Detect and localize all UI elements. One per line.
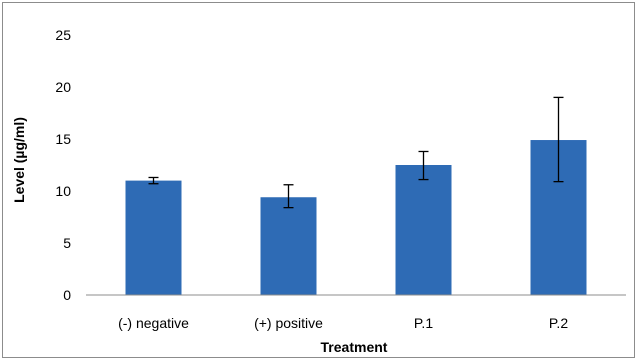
x-tick-label: (+) positive [254, 315, 323, 331]
error-bars-group [148, 96, 564, 209]
x-axis-ticks: (-) negative (+) positive P.1 P.2 [118, 315, 568, 331]
y-tick-label: 0 [63, 287, 71, 303]
y-tick-label: 25 [55, 27, 71, 43]
x-tick-label: P.1 [414, 315, 433, 331]
y-tick-label: 15 [55, 131, 71, 147]
error-bar [553, 96, 564, 183]
bar [260, 197, 317, 295]
bars-group [125, 140, 587, 295]
error-bar [283, 184, 294, 209]
y-tick-label: 20 [55, 79, 71, 95]
error-bar [418, 150, 429, 181]
y-axis-ticks: 0 5 10 15 20 25 [55, 27, 71, 303]
y-tick-label: 5 [63, 235, 71, 251]
x-tick-label: P.2 [549, 315, 568, 331]
chart-frame [2, 2, 635, 358]
y-axis-title: Level (µg/ml) [11, 117, 27, 203]
x-axis-title: Treatment [321, 339, 388, 355]
x-tick-label: (-) negative [118, 315, 189, 331]
y-tick-label: 10 [55, 183, 71, 199]
error-bar [148, 176, 159, 185]
bar [125, 180, 182, 295]
bar [395, 165, 452, 295]
